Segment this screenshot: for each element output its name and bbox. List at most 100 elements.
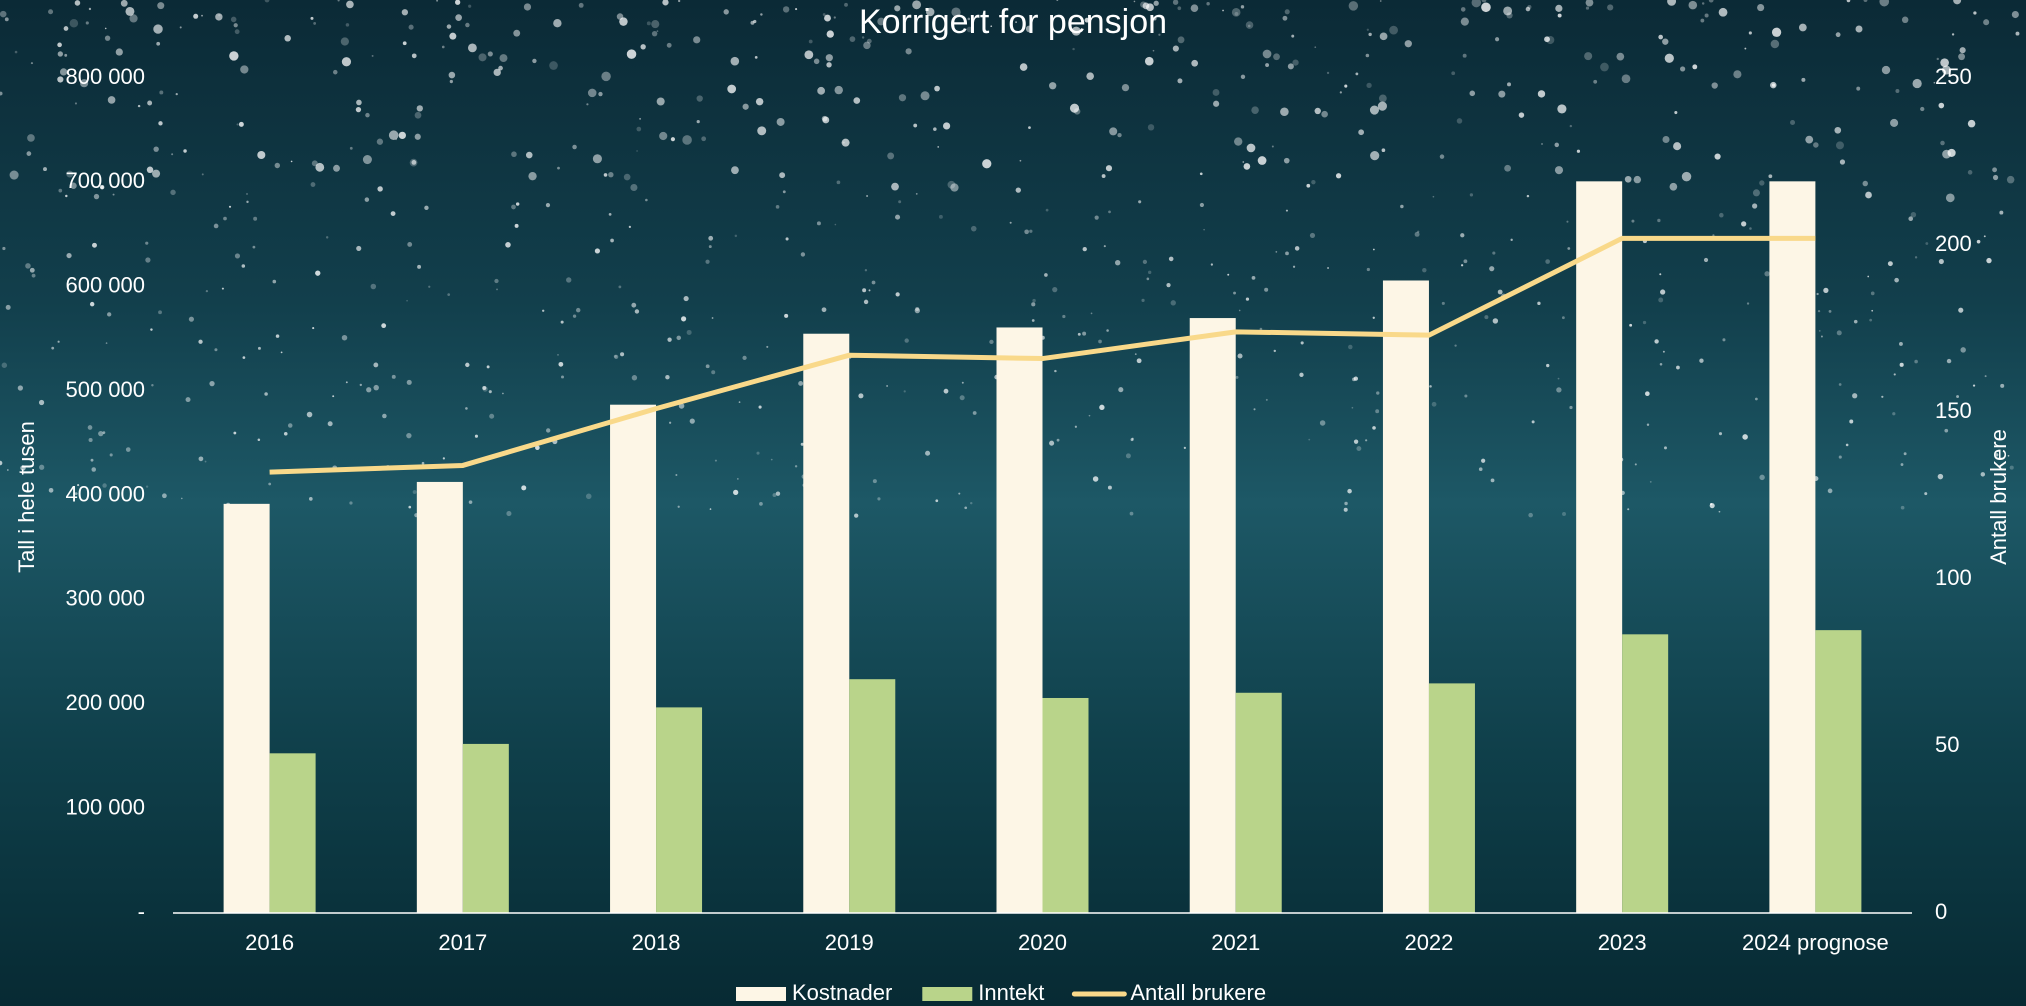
speck	[424, 206, 428, 210]
speck	[409, 25, 414, 30]
y-tick-label: 500 000	[65, 377, 145, 402]
speck	[1285, 9, 1290, 14]
speck	[1130, 512, 1134, 516]
x-tick-label: 2016	[245, 930, 294, 955]
speck	[1555, 143, 1559, 147]
speck	[735, 235, 737, 237]
speck	[57, 76, 63, 82]
speck	[647, 21, 651, 25]
speck	[1367, 29, 1369, 31]
speck	[246, 193, 248, 195]
speck	[146, 485, 148, 487]
speck	[1871, 292, 1875, 296]
speck	[757, 126, 766, 135]
speck	[1118, 387, 1123, 392]
speck	[25, 263, 31, 269]
speck	[153, 24, 162, 33]
speck	[1461, 264, 1463, 266]
speck	[116, 48, 123, 55]
speck	[742, 356, 746, 360]
y-tick-label: -	[138, 899, 145, 924]
speck	[1442, 302, 1445, 305]
speck	[158, 310, 162, 314]
speck	[513, 30, 520, 37]
speck	[667, 338, 671, 342]
speck	[898, 200, 901, 203]
speck	[1263, 50, 1272, 59]
bar	[610, 405, 656, 913]
speck	[1629, 324, 1632, 327]
speck	[1352, 378, 1356, 382]
speck	[1310, 233, 1315, 238]
speck	[138, 105, 140, 107]
speck	[180, 26, 182, 28]
speck	[1993, 175, 1998, 180]
speck	[1463, 54, 1467, 58]
speck	[2012, 11, 2019, 18]
speck	[1052, 287, 1057, 292]
speck	[113, 194, 115, 196]
speck	[243, 356, 246, 359]
speck	[107, 312, 111, 316]
speck	[609, 213, 612, 216]
speck	[524, 3, 531, 10]
speck	[465, 23, 470, 28]
speck	[1712, 82, 1718, 88]
speck	[1856, 25, 1863, 32]
speck	[1358, 129, 1364, 135]
speck	[1102, 174, 1106, 178]
speck	[1674, 111, 1677, 114]
speck	[1010, 222, 1012, 224]
speck	[356, 100, 362, 106]
bar	[997, 327, 1043, 913]
speck	[89, 8, 91, 10]
speck	[1380, 32, 1388, 40]
speck	[505, 242, 511, 248]
speck	[950, 183, 958, 191]
speck	[1126, 453, 1131, 458]
speck	[377, 186, 382, 191]
speck	[697, 95, 703, 101]
speck	[1555, 5, 1562, 12]
speck	[1057, 439, 1060, 442]
speck	[1577, 150, 1580, 153]
speck	[511, 205, 516, 210]
speck	[1169, 257, 1174, 262]
speck	[1828, 489, 1833, 494]
speck	[66, 253, 71, 258]
speck	[1484, 315, 1488, 319]
speck	[415, 112, 422, 119]
speck	[817, 221, 821, 225]
speck	[110, 453, 113, 456]
speck	[1349, 1, 1358, 10]
speck	[389, 130, 399, 140]
speck	[678, 506, 680, 508]
speck	[1032, 319, 1035, 322]
speck	[1440, 154, 1444, 158]
speck	[181, 498, 183, 500]
speck	[27, 134, 35, 142]
speck	[1600, 63, 1609, 72]
speck	[1890, 119, 1898, 127]
speck	[528, 172, 536, 180]
speck	[1908, 216, 1913, 221]
speck	[1801, 78, 1805, 82]
speck	[989, 340, 993, 344]
speck	[783, 190, 786, 193]
speck	[614, 355, 618, 359]
chart: Korrigert for pensjon Tall i hele tusen …	[0, 0, 2026, 1006]
speck	[1960, 347, 1965, 352]
speck	[1901, 463, 1904, 466]
y-tick-label: 300 000	[65, 586, 145, 611]
bar	[1190, 318, 1236, 913]
speck	[240, 65, 248, 73]
speck	[151, 384, 153, 386]
speck	[1379, 95, 1387, 103]
speck	[1867, 276, 1869, 278]
speck	[1854, 320, 1858, 324]
speck	[468, 5, 471, 8]
speck	[1657, 219, 1660, 222]
speck	[515, 224, 519, 228]
speck	[257, 151, 265, 159]
speck	[864, 300, 868, 304]
